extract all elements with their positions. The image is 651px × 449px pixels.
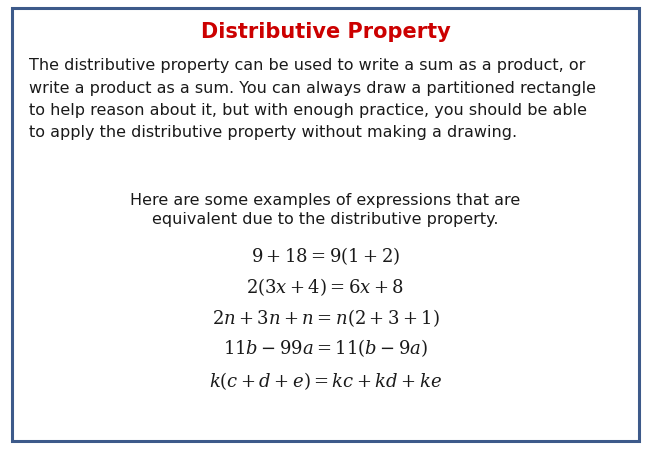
FancyBboxPatch shape	[12, 8, 639, 441]
Text: $9+18=9(1+2)$: $9+18=9(1+2)$	[251, 245, 400, 267]
Text: $2(3x+4)=6x+8$: $2(3x+4)=6x+8$	[247, 276, 404, 298]
Text: Here are some examples of expressions that are: Here are some examples of expressions th…	[130, 193, 521, 208]
Text: Distributive Property: Distributive Property	[201, 22, 450, 43]
Text: $11b-99a=11(b-9a)$: $11b-99a=11(b-9a)$	[223, 338, 428, 360]
Text: The distributive property can be used to write a sum as a product, or
write a pr: The distributive property can be used to…	[29, 58, 596, 140]
Text: $2n+3n+n=n(2+3+1)$: $2n+3n+n=n(2+3+1)$	[212, 308, 439, 330]
Text: equivalent due to the distributive property.: equivalent due to the distributive prope…	[152, 212, 499, 227]
Text: $k(c+d+e)=kc+kd+ke$: $k(c+d+e)=kc+kd+ke$	[209, 370, 442, 392]
